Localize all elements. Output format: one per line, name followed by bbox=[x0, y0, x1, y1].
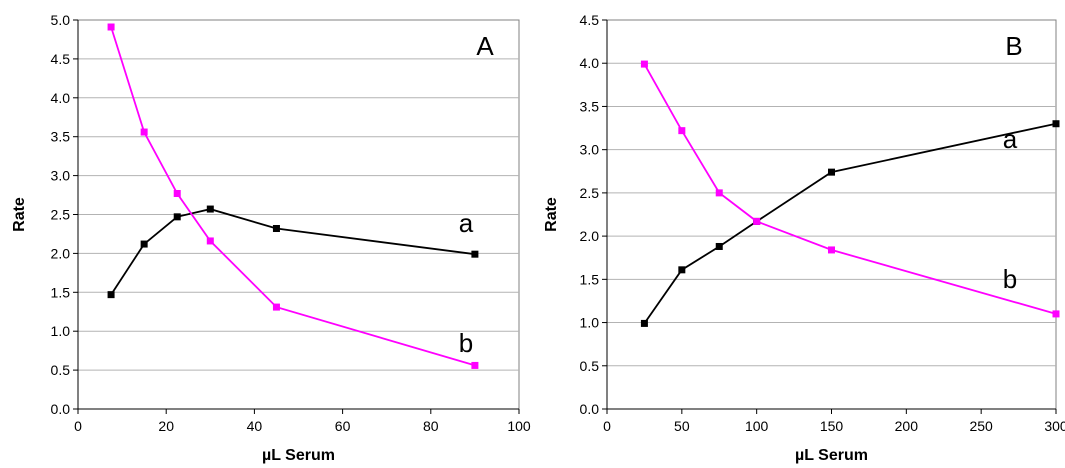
y-tick-label: 0.0 bbox=[580, 401, 600, 417]
x-tick-label: 100 bbox=[507, 418, 531, 434]
data-point-b bbox=[715, 189, 723, 197]
y-tick-label: 2.0 bbox=[51, 245, 71, 261]
data-point-a bbox=[471, 250, 479, 258]
data-point-a bbox=[1052, 120, 1060, 128]
chart-panel-B: 0.0 0.5 1.0 1.5 2.0 2.5 3.0 3.5 4.0 4.5 0 50 100 150 2… bbox=[543, 12, 1065, 464]
data-point-a bbox=[272, 225, 280, 233]
x-tick-label: 100 bbox=[745, 418, 769, 434]
x-tick-label: 250 bbox=[969, 418, 993, 434]
y-tick-label: 1.5 bbox=[51, 284, 71, 300]
y-tick-label: 1.0 bbox=[580, 315, 600, 331]
series-line-b bbox=[643, 63, 1057, 315]
series-line-a bbox=[110, 208, 476, 296]
data-point-b bbox=[753, 217, 761, 225]
y-tick-label: 0.0 bbox=[51, 401, 71, 417]
x-tick-label: 20 bbox=[158, 418, 174, 434]
data-point-b bbox=[640, 60, 648, 68]
plot-area bbox=[606, 19, 1057, 410]
y-tick-label: 0.5 bbox=[51, 362, 71, 378]
x-tick-label: 60 bbox=[335, 418, 351, 434]
y-tick-label: 3.5 bbox=[51, 129, 71, 145]
data-point-a bbox=[640, 319, 648, 327]
series-label-a: a bbox=[459, 208, 474, 238]
series-b: b bbox=[640, 60, 1060, 318]
data-point-a bbox=[107, 291, 115, 299]
x-tick-label: 50 bbox=[674, 418, 690, 434]
y-axis-title: Rate bbox=[543, 197, 560, 232]
series-b: b bbox=[107, 23, 479, 369]
x-tick-label: 40 bbox=[247, 418, 263, 434]
series-label-a: a bbox=[1003, 124, 1018, 154]
data-point-a bbox=[206, 205, 214, 213]
y-axis-title: Rate bbox=[11, 197, 28, 232]
series-label-b: b bbox=[1003, 264, 1017, 294]
y-tick-label: 1.5 bbox=[580, 271, 600, 287]
data-point-b bbox=[173, 189, 181, 197]
y-tick-label: 3.0 bbox=[580, 142, 600, 158]
data-point-b bbox=[206, 237, 214, 245]
x-tick-label: 80 bbox=[423, 418, 439, 434]
y-tick-label: 5.0 bbox=[51, 12, 71, 28]
y-tick-label: 4.5 bbox=[51, 51, 71, 67]
x-tick-label: 0 bbox=[74, 418, 82, 434]
series-a: a bbox=[640, 120, 1060, 327]
data-point-a bbox=[715, 242, 723, 250]
x-axis-title: µL Serum bbox=[795, 447, 868, 464]
data-point-b bbox=[678, 127, 686, 135]
y-tick-label: 3.0 bbox=[51, 168, 71, 184]
series-line-a bbox=[643, 122, 1057, 324]
data-point-a bbox=[678, 266, 686, 274]
y-tick-label: 2.5 bbox=[51, 207, 71, 223]
y-tick-label: 4.0 bbox=[51, 90, 71, 106]
y-tick-label: 2.5 bbox=[580, 185, 600, 201]
data-point-b bbox=[471, 361, 479, 369]
x-tick-label: 300 bbox=[1044, 418, 1065, 434]
panel-label: A bbox=[476, 31, 494, 61]
x-tick-label: 200 bbox=[895, 418, 919, 434]
data-point-b bbox=[107, 23, 115, 31]
series-label-b: b bbox=[459, 328, 473, 358]
x-tick-label: 150 bbox=[820, 418, 844, 434]
series-a: a bbox=[107, 205, 479, 299]
y-tick-label: 3.5 bbox=[580, 98, 600, 114]
series-line-b bbox=[110, 26, 476, 367]
y-tick-label: 2.0 bbox=[580, 228, 600, 244]
data-point-b bbox=[140, 128, 148, 136]
data-point-a bbox=[140, 240, 148, 248]
x-axis-title: µL Serum bbox=[262, 447, 335, 464]
data-point-b bbox=[828, 246, 835, 254]
chart-panel-A: 0.0 0.5 1.0 1.5 2.0 2.5 3.0 3.5 4.0 4.5 5.0 0 20 40 60… bbox=[11, 12, 531, 464]
y-tick-label: 0.5 bbox=[580, 358, 600, 374]
panel-label: B bbox=[1005, 31, 1022, 61]
data-point-b bbox=[272, 303, 280, 311]
data-point-b bbox=[1052, 310, 1060, 318]
y-tick-label: 4.5 bbox=[580, 12, 600, 28]
y-tick-label: 1.0 bbox=[51, 323, 71, 339]
data-point-a bbox=[828, 168, 835, 176]
x-tick-label: 0 bbox=[603, 418, 611, 434]
y-tick-label: 4.0 bbox=[580, 55, 600, 71]
data-point-a bbox=[173, 213, 181, 221]
